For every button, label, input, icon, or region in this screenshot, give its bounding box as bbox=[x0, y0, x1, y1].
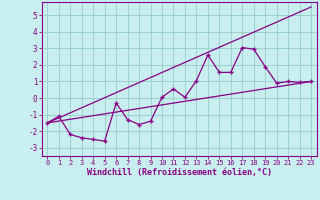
X-axis label: Windchill (Refroidissement éolien,°C): Windchill (Refroidissement éolien,°C) bbox=[87, 168, 272, 177]
